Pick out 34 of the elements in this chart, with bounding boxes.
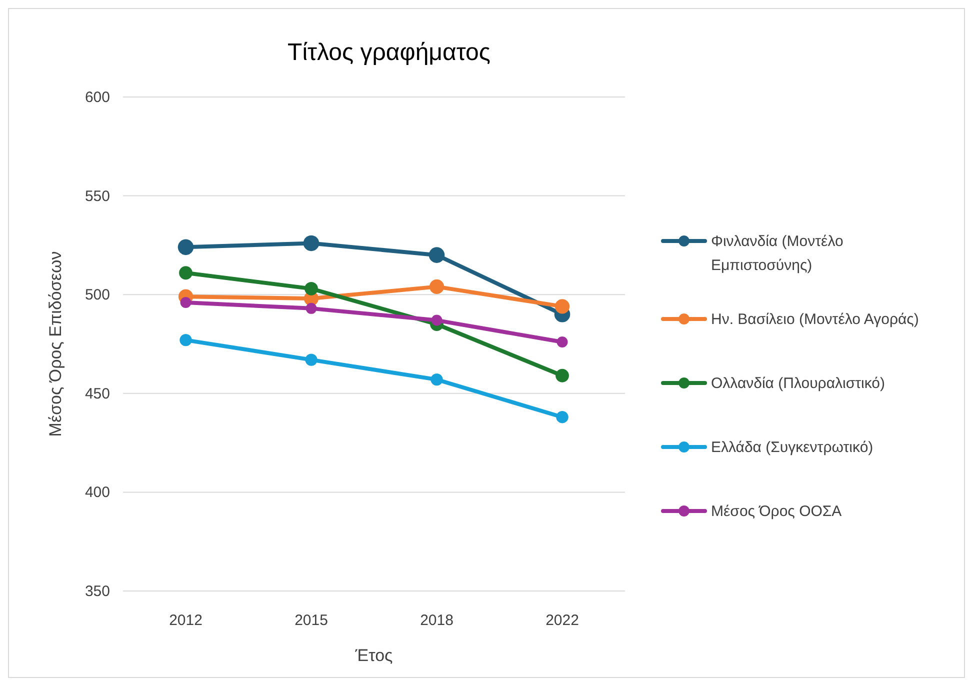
point <box>428 247 445 263</box>
x-axis-title: Έτος <box>354 646 393 665</box>
point <box>179 266 192 280</box>
point <box>429 279 444 294</box>
point <box>554 299 570 314</box>
point <box>180 297 192 308</box>
point <box>303 235 320 252</box>
y-tick-label: 500 <box>84 286 110 304</box>
x-tick-label: 2018 <box>420 612 454 629</box>
legend-label: Ην. Βασίλειο (Μοντέλο Αγοράς) <box>711 311 919 328</box>
y-axis-title: Μέσος Όρος Επιδόσεων <box>46 251 65 437</box>
x-tick-label: 2022 <box>546 612 579 629</box>
point <box>178 239 194 256</box>
legend-label: Μέσος Όρος ΟΟΣΑ <box>711 503 842 520</box>
point <box>431 314 442 326</box>
legend-label: Φινλανδία (Μοντέλο Εμπιστοσύνης) <box>711 233 844 274</box>
y-tick-label: 600 <box>84 89 110 106</box>
y-tick-label: 400 <box>84 484 110 502</box>
point <box>556 411 568 424</box>
point <box>430 373 443 386</box>
y-tick-label: 450 <box>84 385 110 402</box>
point <box>556 336 568 348</box>
point <box>305 354 318 366</box>
point <box>556 368 569 382</box>
legend-label: Ελλάδα (Συγκεντρωτικό) <box>711 439 874 456</box>
point <box>180 334 192 346</box>
x-tick-label: 2015 <box>294 612 328 629</box>
point <box>306 302 317 314</box>
legend-label: Ολλανδία (Πλουραλιστικό) <box>711 375 885 392</box>
chart-title: Τίτλος γραφήματος <box>288 39 490 66</box>
y-tick-label: 550 <box>84 188 110 205</box>
x-tick-label: 2012 <box>169 612 202 629</box>
point <box>304 282 318 296</box>
y-tick-label: 350 <box>84 583 110 600</box>
